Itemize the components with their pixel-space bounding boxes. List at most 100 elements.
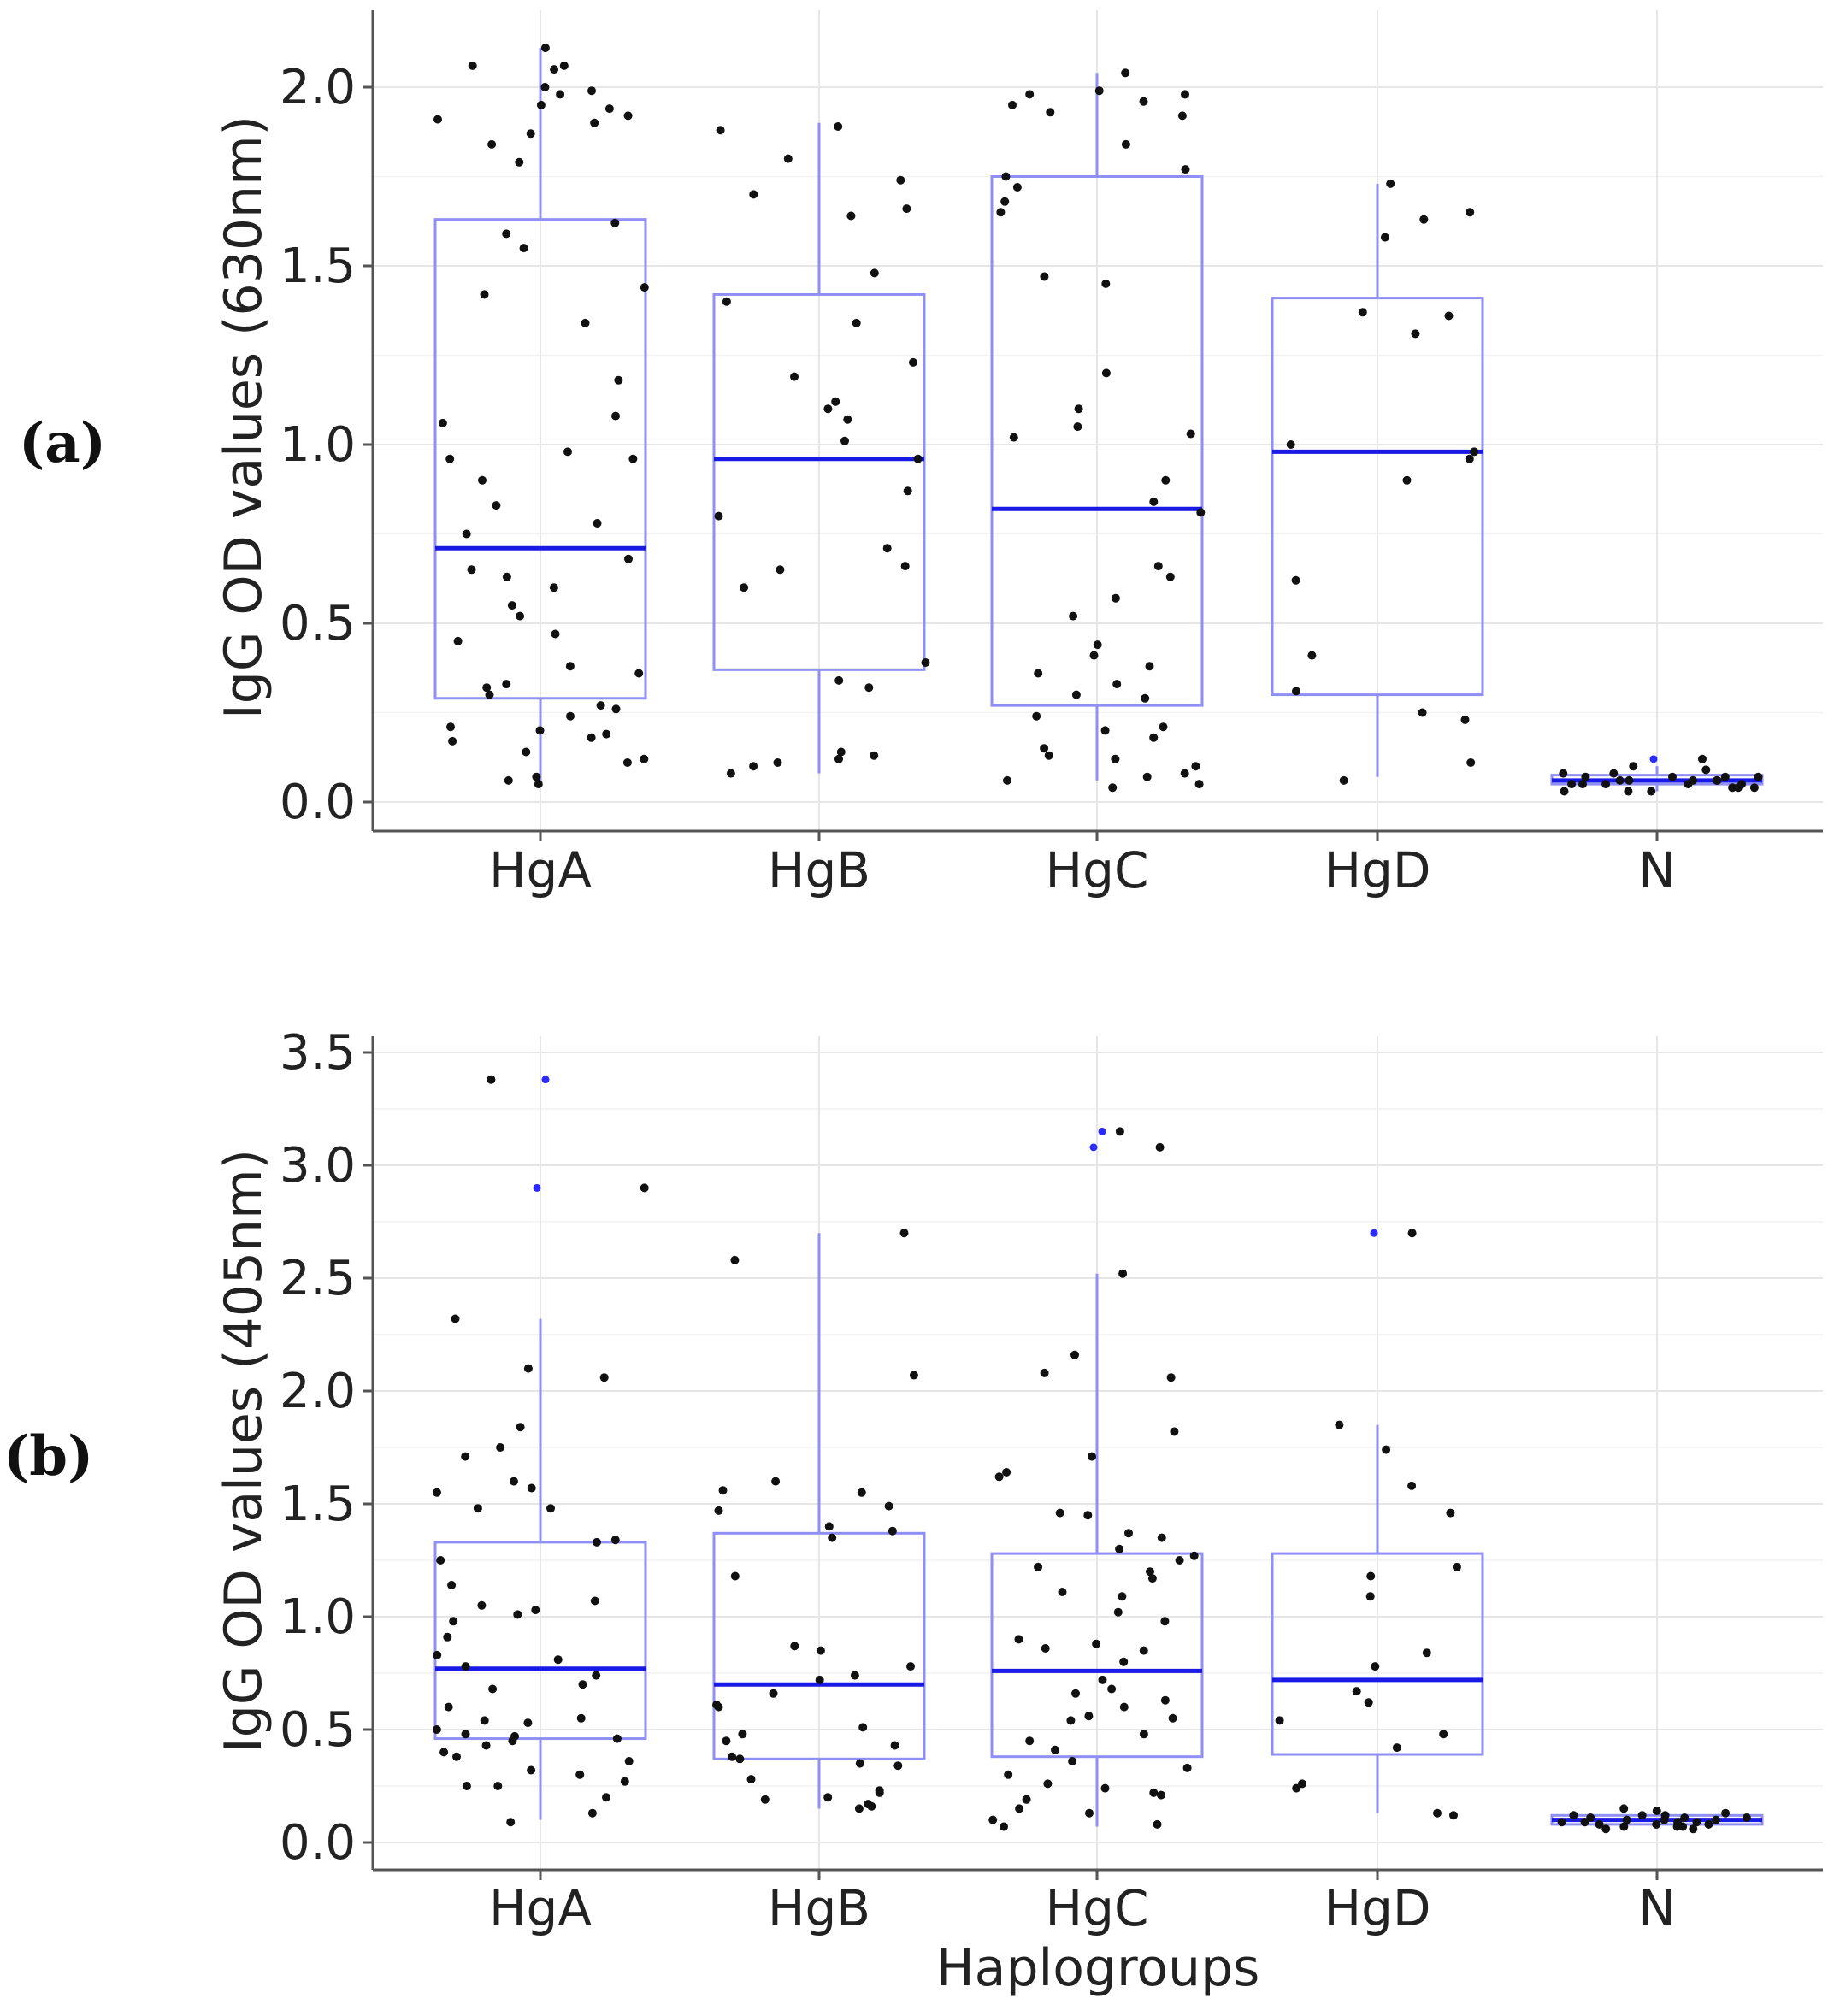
data-point bbox=[1701, 765, 1711, 775]
data-point bbox=[433, 1650, 442, 1659]
y-tick-label: 1.0 bbox=[280, 417, 356, 473]
data-point bbox=[867, 1801, 876, 1811]
panel-b-plot-area: 0.0 0.5 1.0 1.5 2.0 2.5 3.0 3.5 HgA HgB HgC HgD N bbox=[280, 1025, 1823, 1937]
data-point bbox=[1698, 754, 1707, 763]
data-point bbox=[1055, 1508, 1064, 1518]
data-point bbox=[1182, 1763, 1192, 1772]
outlier-point bbox=[533, 1183, 541, 1192]
data-point bbox=[1194, 780, 1204, 789]
data-point bbox=[854, 1804, 864, 1813]
box-hgc bbox=[990, 1127, 1204, 1827]
data-point bbox=[443, 1632, 452, 1642]
panel-a: (a) IgG OD values (630nm) 0.0 0.5 1.0 1.5 2.… bbox=[19, 10, 1823, 899]
data-point bbox=[1124, 1529, 1133, 1538]
data-point bbox=[823, 1793, 833, 1802]
data-point bbox=[581, 318, 590, 327]
panel-a-y-ticks: 0.0 0.5 1.0 1.5 2.0 bbox=[280, 60, 373, 830]
data-point bbox=[1000, 1822, 1008, 1831]
data-point bbox=[1119, 1702, 1129, 1712]
x-tick-label-hgc: HgC bbox=[1046, 1879, 1149, 1937]
data-point bbox=[1684, 780, 1693, 789]
panel-a-y-axis-title: IgG OD values (630nm) bbox=[214, 115, 274, 719]
data-point bbox=[1625, 775, 1634, 785]
data-point bbox=[506, 1818, 516, 1827]
data-point bbox=[1070, 1350, 1079, 1359]
data-point bbox=[1141, 693, 1150, 703]
data-point bbox=[640, 283, 649, 292]
x-tick-label-n: N bbox=[1638, 841, 1675, 899]
data-point bbox=[446, 722, 455, 732]
data-point bbox=[1041, 1644, 1050, 1653]
data-point bbox=[1119, 1657, 1129, 1666]
data-point bbox=[461, 1452, 470, 1461]
data-point bbox=[535, 726, 545, 735]
data-point bbox=[522, 747, 531, 757]
data-point bbox=[1025, 90, 1035, 99]
data-point bbox=[565, 662, 575, 671]
data-point bbox=[487, 1075, 496, 1084]
data-point bbox=[611, 704, 621, 714]
data-point bbox=[526, 129, 535, 139]
data-point bbox=[610, 218, 620, 227]
outlier-point bbox=[541, 1076, 550, 1084]
panel-a-boxes bbox=[433, 48, 1764, 792]
data-point bbox=[1108, 783, 1118, 793]
data-point bbox=[749, 190, 758, 199]
data-point bbox=[1073, 422, 1082, 432]
y-tick-label: 3.5 bbox=[280, 1025, 356, 1081]
data-point bbox=[1335, 1420, 1344, 1429]
data-point bbox=[640, 754, 649, 763]
data-point bbox=[730, 1571, 740, 1581]
data-point bbox=[488, 1684, 498, 1694]
data-point bbox=[773, 758, 782, 767]
data-point bbox=[1578, 780, 1587, 789]
data-point bbox=[909, 1371, 918, 1380]
iqr-box bbox=[712, 292, 926, 671]
data-point bbox=[1286, 440, 1295, 449]
data-point bbox=[1298, 1779, 1306, 1789]
data-point bbox=[1009, 433, 1018, 442]
data-point bbox=[1180, 769, 1189, 778]
data-point bbox=[1366, 1571, 1376, 1581]
data-point bbox=[1672, 1822, 1682, 1831]
iqr-box bbox=[990, 1552, 1204, 1759]
outlier-point bbox=[1370, 1229, 1378, 1237]
data-point bbox=[1066, 1716, 1076, 1725]
data-point bbox=[1382, 1445, 1391, 1454]
data-point bbox=[1601, 1824, 1611, 1834]
data-point bbox=[1147, 1574, 1157, 1583]
data-point bbox=[1121, 68, 1130, 78]
data-point bbox=[1139, 97, 1148, 106]
data-point bbox=[566, 711, 575, 721]
iqr-box bbox=[1271, 297, 1484, 697]
data-point bbox=[453, 636, 463, 645]
data-point bbox=[502, 572, 511, 581]
data-point bbox=[1601, 780, 1611, 789]
data-point bbox=[890, 1741, 899, 1750]
data-point bbox=[527, 1765, 536, 1775]
data-point bbox=[1466, 208, 1475, 217]
data-point bbox=[823, 404, 833, 414]
data-point bbox=[1149, 1788, 1159, 1797]
data-point bbox=[478, 475, 487, 485]
data-point bbox=[553, 1655, 563, 1665]
data-point bbox=[587, 1808, 597, 1818]
panel-b-y-ticks: 0.0 0.5 1.0 1.5 2.0 2.5 3.0 3.5 bbox=[280, 1025, 373, 1871]
data-point bbox=[1407, 1481, 1417, 1490]
data-point bbox=[1712, 775, 1721, 785]
data-point bbox=[870, 751, 879, 760]
data-point bbox=[1466, 758, 1476, 767]
box-hgb bbox=[712, 122, 926, 774]
data-point bbox=[496, 1443, 505, 1452]
x-tick-label-hgd: HgD bbox=[1324, 841, 1430, 899]
panel-a-label: (a) bbox=[19, 411, 106, 475]
data-point bbox=[834, 675, 844, 685]
y-tick-label: 1.0 bbox=[280, 1589, 356, 1645]
data-point bbox=[1446, 1508, 1455, 1518]
data-point bbox=[884, 1501, 893, 1511]
data-point bbox=[587, 733, 596, 742]
data-point bbox=[551, 629, 560, 639]
data-point bbox=[716, 126, 725, 135]
outlier-point bbox=[1649, 755, 1658, 763]
box-hgb bbox=[712, 1233, 926, 1809]
